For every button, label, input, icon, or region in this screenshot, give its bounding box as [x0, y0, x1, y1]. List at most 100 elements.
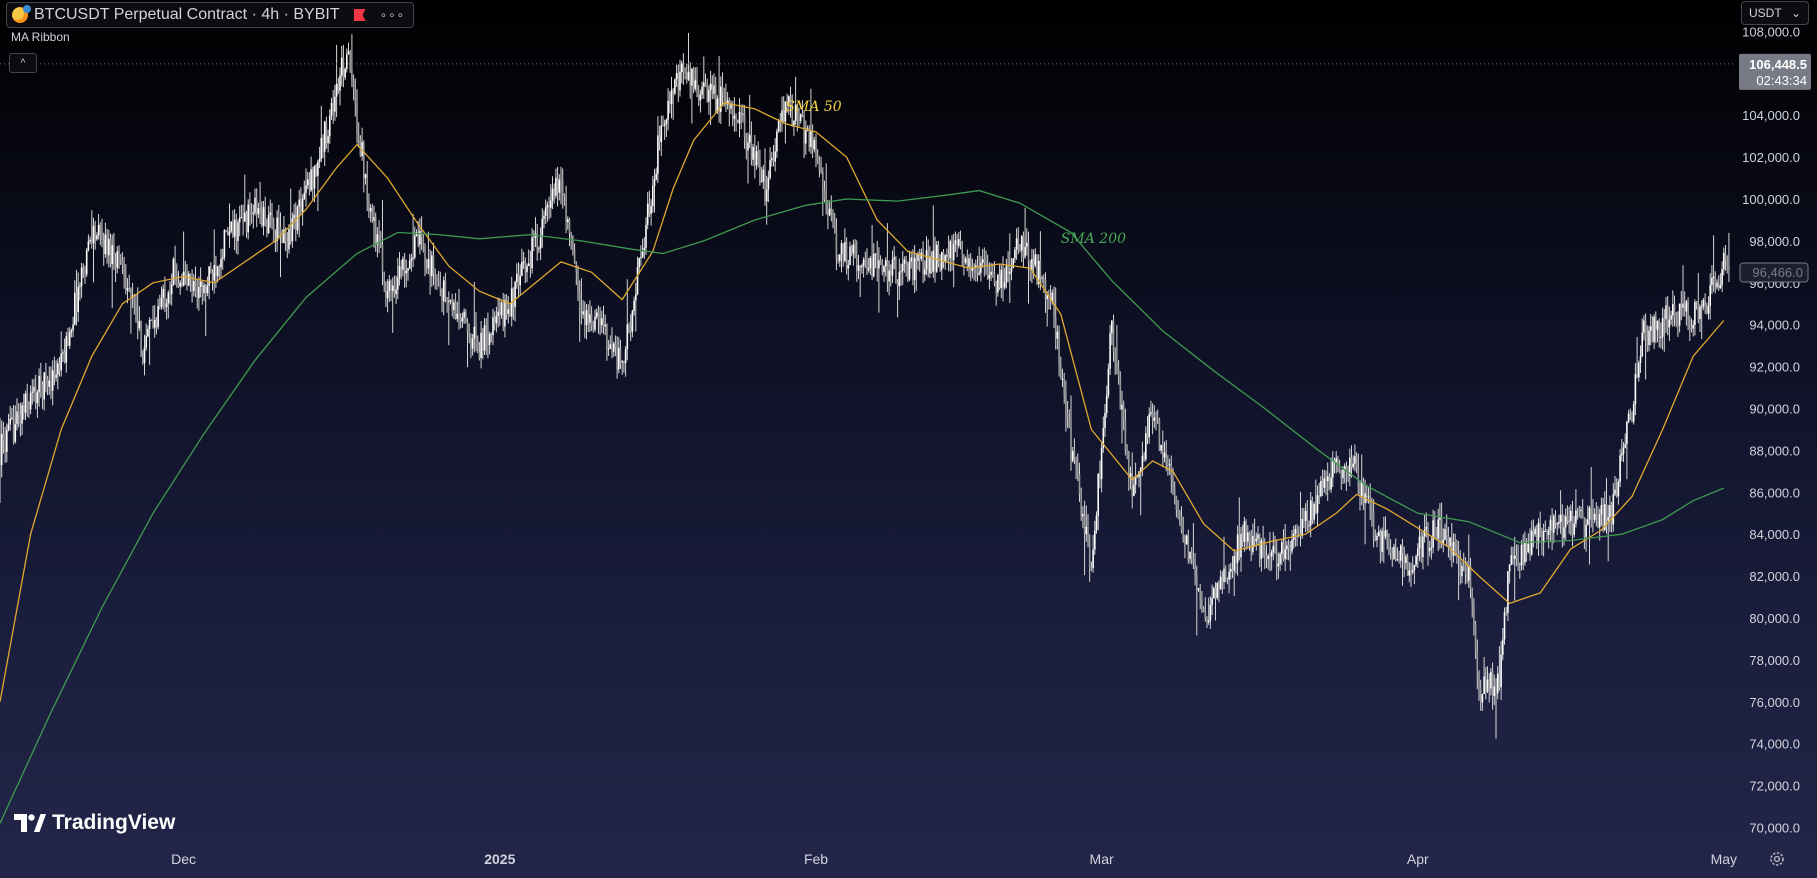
candle	[949, 239, 952, 272]
candle	[330, 97, 333, 120]
candle	[1491, 662, 1494, 710]
candle	[1235, 551, 1237, 574]
candle	[553, 183, 555, 204]
candle	[621, 359, 623, 375]
candle	[1116, 325, 1118, 375]
candle	[155, 316, 158, 335]
candle	[835, 218, 838, 271]
candle	[1260, 537, 1263, 572]
candle	[1250, 529, 1252, 562]
candle	[584, 301, 586, 339]
candle	[986, 254, 989, 280]
candle	[1304, 503, 1307, 533]
candle	[755, 145, 758, 170]
candle	[864, 251, 867, 269]
candle	[645, 217, 647, 256]
candle	[556, 166, 559, 207]
candle	[96, 232, 98, 241]
tradingview-brand[interactable]: TradingView	[14, 811, 175, 835]
candle	[227, 226, 229, 236]
candle	[488, 331, 491, 355]
candle	[1357, 453, 1360, 495]
candle	[1255, 532, 1258, 551]
candle	[570, 231, 572, 250]
candle	[286, 232, 289, 259]
candle	[1046, 291, 1048, 327]
candle	[1621, 439, 1623, 462]
ma-line-sma200	[0, 189, 1725, 824]
candle	[383, 271, 385, 293]
currency-selector[interactable]: USDT ⌄	[1741, 1, 1809, 25]
candle	[181, 273, 183, 288]
more-options-icon[interactable]: ∘∘∘	[379, 8, 406, 22]
candle	[1078, 462, 1081, 503]
price-axis[interactable]: 108,000.0106,000.0104,000.0102,000.0100,…	[1734, 0, 1817, 878]
candle	[1371, 497, 1373, 527]
candle	[1201, 590, 1203, 613]
candle	[179, 279, 181, 295]
symbol-legend[interactable]: BTCUSDT Perpetual Contract · 4h · BYBIT …	[6, 2, 415, 28]
candle	[118, 245, 120, 270]
candle	[211, 269, 214, 291]
candle	[1199, 583, 1201, 610]
candle	[91, 210, 93, 249]
candle	[1088, 534, 1091, 582]
candle	[45, 362, 47, 393]
candle	[386, 279, 389, 313]
symbol-title[interactable]: BTCUSDT Perpetual Contract · 4h · BYBIT	[34, 6, 340, 23]
candle	[1585, 518, 1587, 552]
candle	[142, 350, 144, 366]
candle	[825, 163, 827, 215]
candle	[818, 155, 821, 178]
candle	[1646, 325, 1649, 353]
candle	[1578, 505, 1581, 518]
candle	[519, 264, 521, 295]
candle	[140, 320, 142, 357]
candle	[1119, 371, 1122, 410]
candle	[398, 251, 401, 286]
candle	[261, 201, 263, 228]
candle	[951, 235, 953, 271]
candle	[431, 250, 433, 287]
candle	[538, 246, 540, 254]
candle	[235, 213, 238, 254]
candle	[495, 306, 498, 333]
candle	[1500, 641, 1502, 701]
candle	[1573, 516, 1575, 538]
candle	[893, 246, 895, 270]
candle	[1428, 540, 1431, 557]
price-tick-label: 78,000.0	[1749, 653, 1800, 668]
collapse-indicators-button[interactable]: ^	[9, 53, 37, 73]
candle	[250, 202, 253, 224]
flag-icon[interactable]	[353, 9, 366, 21]
candle	[138, 306, 141, 332]
time-axis[interactable]: Dec 2025 Feb Mar Apr May	[171, 851, 1737, 867]
candle	[1682, 265, 1684, 317]
candle	[798, 107, 800, 127]
candle	[1184, 534, 1186, 559]
candle	[1459, 550, 1462, 585]
candle	[272, 217, 275, 243]
candle	[1092, 534, 1094, 573]
candle	[578, 280, 581, 342]
candle	[4, 426, 6, 463]
candle	[640, 245, 642, 267]
candle	[177, 270, 180, 288]
candle	[1009, 233, 1011, 303]
candle	[182, 231, 185, 287]
candle	[500, 301, 503, 319]
candle	[21, 402, 23, 435]
candle	[376, 227, 379, 258]
candle	[1332, 451, 1334, 488]
candle	[220, 248, 222, 278]
candle	[1034, 248, 1037, 268]
candle	[527, 249, 530, 267]
candle	[448, 291, 450, 346]
indicator-label[interactable]: MA Ribbon	[11, 30, 70, 44]
settings-icon[interactable]	[1768, 850, 1786, 868]
candle	[907, 261, 909, 283]
candle	[502, 292, 504, 332]
candle	[1109, 324, 1111, 376]
candle	[176, 263, 178, 288]
